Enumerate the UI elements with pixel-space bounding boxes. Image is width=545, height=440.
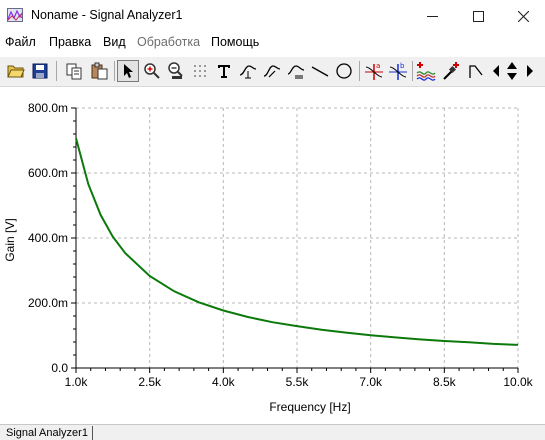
- y-tick-label: 0.0: [51, 361, 68, 375]
- cursor-b-icon: b: [389, 62, 407, 80]
- copy-icon: [66, 63, 82, 80]
- y-axis-label: Gain [V]: [3, 218, 17, 261]
- status-bar: Signal Analyzer1: [0, 424, 545, 440]
- open-folder-icon: [7, 65, 25, 78]
- minimize-button[interactable]: [409, 0, 455, 33]
- close-button[interactable]: [500, 0, 545, 33]
- text-icon: [218, 65, 230, 78]
- scroll-left-button[interactable]: [490, 60, 502, 82]
- svg-text:b: b: [400, 62, 405, 70]
- y-tick-label: 400.0m: [28, 231, 68, 245]
- graph-tool-3-button[interactable]: [285, 60, 307, 82]
- x-tick-label: 1.0k: [65, 375, 89, 389]
- y-tick-label: 200.0m: [28, 296, 68, 310]
- graph-tool-icon: [239, 65, 257, 79]
- toolbar-separator: [114, 61, 115, 81]
- graph-tool-3-icon: [287, 65, 305, 79]
- step-button[interactable]: [465, 60, 487, 82]
- circle-icon: [336, 63, 352, 79]
- paste-button[interactable]: [88, 60, 110, 82]
- add-curve-button[interactable]: [415, 60, 437, 82]
- menu-help[interactable]: Помощь: [211, 35, 260, 49]
- line-icon: [311, 66, 329, 77]
- maximize-button[interactable]: [455, 0, 501, 33]
- x-tick-label: 4.0k: [212, 375, 236, 389]
- zoom-in-icon: [144, 63, 160, 79]
- graph-tool-2-icon: [263, 65, 281, 78]
- menu-processing[interactable]: Обработка: [137, 35, 201, 49]
- scroll-right-button[interactable]: [523, 60, 537, 82]
- app-icon: [7, 8, 23, 22]
- graph-tool-2-button[interactable]: [261, 60, 283, 82]
- x-tick-label: 10.0k: [503, 375, 533, 389]
- cursor-a-icon: a: [365, 62, 383, 80]
- arrow-up-down-icon: [507, 62, 517, 80]
- grid-button[interactable]: [189, 60, 211, 82]
- grid-icon: [194, 65, 206, 77]
- open-button[interactable]: [5, 60, 27, 82]
- pick-color-button[interactable]: [440, 60, 462, 82]
- toolbar-separator: [412, 61, 413, 81]
- text-tool-button[interactable]: [213, 60, 235, 82]
- step-icon: [469, 65, 483, 78]
- graph-tool-button[interactable]: [237, 60, 259, 82]
- y-tick-label: 800.0m: [28, 101, 68, 115]
- paste-icon: [91, 62, 108, 80]
- zoom-100-button[interactable]: [165, 60, 187, 82]
- copy-button[interactable]: [63, 60, 85, 82]
- gain-frequency-chart[interactable]: 1.0k 2.5k 4.0k 5.5k 7.0k 8.5k 10.0k 0.0 200.0m 40…: [0, 88, 545, 424]
- zoom-in-button[interactable]: [141, 60, 163, 82]
- arrow-right-icon: [527, 65, 533, 77]
- maximize-icon: [472, 11, 484, 22]
- gain-curve: [75, 137, 519, 346]
- minimize-icon: [426, 16, 438, 17]
- toolbar: a b: [0, 57, 545, 87]
- y-tick-label: 600.0m: [28, 166, 68, 180]
- x-axis-label: Frequency [Hz]: [269, 400, 350, 414]
- save-button[interactable]: [29, 60, 51, 82]
- add-curve-icon: [416, 62, 436, 81]
- x-tick-label: 2.5k: [138, 375, 162, 389]
- zoom-100-icon: [168, 62, 183, 79]
- window-title: Noname - Signal Analyzer1: [31, 8, 183, 22]
- svg-text:a: a: [376, 62, 380, 70]
- save-icon: [32, 63, 48, 79]
- signal-analyzer-tab[interactable]: Signal Analyzer1: [6, 426, 93, 440]
- pick-color-icon: [443, 62, 459, 80]
- toolbar-separator: [56, 61, 57, 81]
- menu-view[interactable]: Вид: [103, 35, 126, 49]
- x-tick-label: 8.5k: [433, 375, 457, 389]
- x-tick-label: 5.5k: [286, 375, 310, 389]
- menu-edit[interactable]: Правка: [49, 35, 92, 49]
- menu-bar: Файл Правка Вид Обработка Помощь: [0, 33, 545, 53]
- arrow-left-icon: [493, 65, 499, 77]
- cursor-a-button[interactable]: a: [363, 60, 385, 82]
- x-tick-label: 7.0k: [359, 375, 383, 389]
- plot-area[interactable]: 1.0k 2.5k 4.0k 5.5k 7.0k 8.5k 10.0k 0.0 200.0m 40…: [0, 88, 545, 424]
- line-tool-button[interactable]: [309, 60, 331, 82]
- cursor-b-button[interactable]: b: [387, 60, 409, 82]
- scroll-up-down-button[interactable]: [504, 60, 520, 82]
- menu-file[interactable]: Файл: [5, 35, 36, 49]
- pointer-icon: [124, 64, 133, 78]
- circle-tool-button[interactable]: [333, 60, 355, 82]
- pointer-tool-button[interactable]: [117, 60, 139, 82]
- title-bar[interactable]: Noname - Signal Analyzer1: [0, 0, 545, 33]
- toolbar-separator: [359, 61, 360, 81]
- close-icon: [517, 11, 529, 22]
